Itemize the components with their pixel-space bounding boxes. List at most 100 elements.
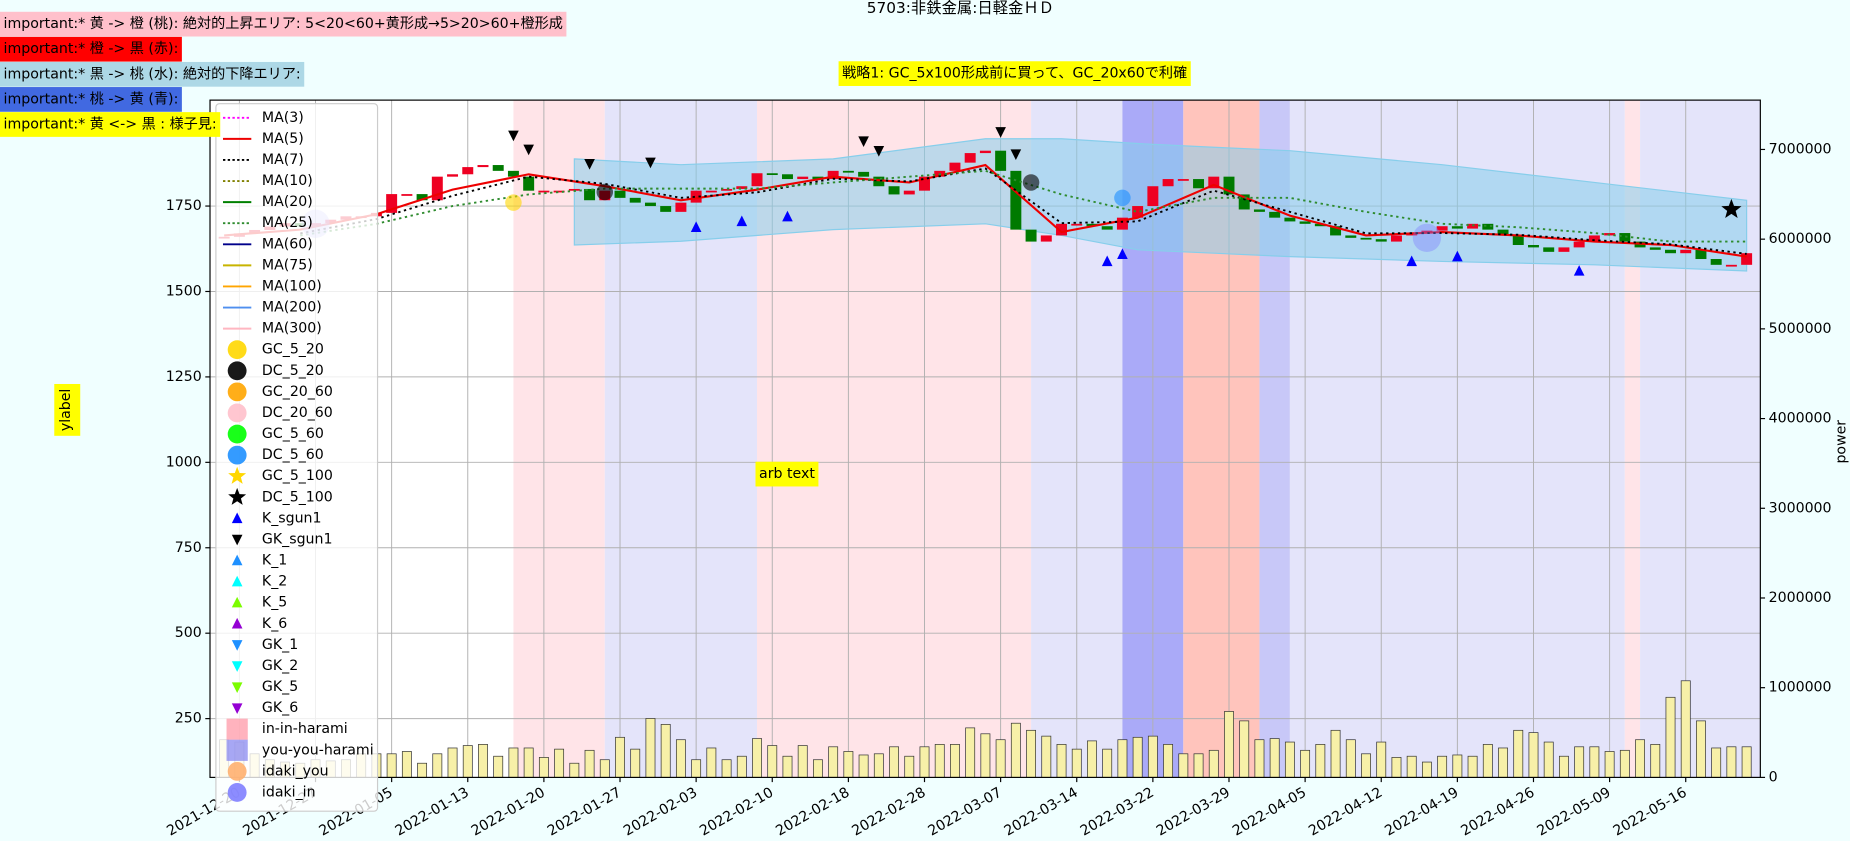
marker	[1452, 250, 1463, 262]
legend-marker	[231, 575, 243, 587]
volume-bar	[432, 753, 443, 778]
y2-tick-label: 5000000	[1769, 321, 1832, 337]
candle-body	[797, 176, 809, 180]
candle-body	[919, 176, 930, 191]
volume-bar	[1163, 744, 1174, 778]
volume-bar	[1315, 744, 1326, 778]
candle-body	[721, 188, 733, 191]
candle-body	[1451, 226, 1463, 229]
volume-bar	[508, 747, 519, 778]
legend-marker	[227, 424, 247, 444]
annotation: important:* 桃 -> 黄 (青):	[4, 90, 179, 107]
legend-label: idaki_in	[262, 784, 316, 800]
legend-label: K_1	[262, 553, 287, 569]
annotation-box	[0, 87, 182, 112]
legend-label: MA(75)	[262, 257, 313, 273]
candle-body	[979, 150, 991, 154]
candle-body	[1056, 223, 1068, 236]
legend-marker	[227, 761, 247, 781]
legend-marker	[231, 703, 243, 715]
candle-body	[842, 170, 854, 173]
volume-bar	[873, 753, 884, 778]
candle-body	[1177, 179, 1189, 181]
legend-label: MA(7)	[262, 152, 304, 168]
legend-label: DC_5_100	[262, 489, 333, 505]
candle-body	[751, 173, 763, 187]
candle-body	[1040, 235, 1052, 242]
volume-bar	[615, 736, 625, 778]
volume-bar	[599, 759, 610, 778]
legend-marker	[228, 466, 247, 484]
volume-bar	[1665, 696, 1676, 778]
volume-bar	[919, 746, 930, 778]
legend-label: you-you-harami	[262, 742, 374, 758]
candle-body	[964, 153, 976, 163]
legend-marker	[231, 554, 243, 566]
volume-bar	[1269, 738, 1280, 778]
volume-bar	[478, 744, 488, 778]
y2-tick-label: 0	[1769, 769, 1778, 785]
y2-tick-label: 3000000	[1769, 500, 1832, 516]
volume-bar	[630, 748, 641, 778]
candle-body	[1497, 229, 1509, 236]
candle-body	[766, 173, 778, 176]
volume-bar	[965, 727, 976, 778]
candle-body	[1710, 259, 1722, 265]
volume-bar	[645, 718, 656, 778]
annotation-box	[0, 61, 305, 87]
legend-label: GK_sgun1	[262, 531, 333, 547]
annotation-box	[755, 461, 819, 487]
annotation: important:* 橙 -> 黒 (赤):	[4, 41, 179, 57]
candle-body	[629, 197, 641, 203]
candle-body	[1223, 176, 1235, 195]
legend-label: MA(20)	[262, 194, 313, 210]
candle-body	[1680, 249, 1692, 254]
candle-body	[1543, 247, 1555, 252]
volume-bar	[934, 744, 945, 778]
candle-body	[827, 170, 839, 180]
marker	[1010, 149, 1022, 160]
legend-marker	[227, 445, 247, 465]
candle-body	[1025, 229, 1037, 242]
candle-body	[1314, 223, 1326, 227]
legend-marker	[227, 783, 247, 802]
volume-bar	[1010, 722, 1021, 778]
volume-bar	[904, 755, 915, 778]
volume-bar	[1026, 729, 1036, 778]
legend-label: GC_5_20	[262, 342, 324, 358]
legend-label: GK_6	[262, 700, 298, 716]
legend-label: MA(60)	[262, 236, 313, 252]
annotation: 戦略1: GC_5x100形成前に買って、GC_20x60で利確	[842, 65, 1187, 82]
legend-label: K_sgun1	[262, 510, 322, 526]
volume-bar	[584, 749, 595, 778]
y2-axis-label: power	[1834, 420, 1850, 464]
annotation: important:* 黒 -> 桃 (水): 絶対的下降エリア:	[4, 65, 301, 82]
candle-body	[1528, 245, 1539, 248]
legend-label: GK_2	[262, 658, 298, 674]
legend-marker	[227, 382, 247, 402]
candle-body	[1573, 241, 1585, 248]
annotation: arb text	[759, 466, 815, 482]
volume-bar	[1071, 748, 1082, 778]
legend-marker	[228, 487, 247, 505]
candle-body	[888, 186, 900, 195]
marker	[645, 157, 656, 169]
marker	[1412, 223, 1442, 252]
candle-body	[1193, 179, 1205, 189]
legend-label: MA(300)	[262, 321, 322, 337]
legend-label: DC_5_20	[262, 363, 324, 379]
candle-body	[1467, 223, 1479, 229]
volume-bar	[858, 754, 869, 778]
bollinger-band	[573, 138, 1748, 272]
volume-bar	[1711, 747, 1722, 778]
candle-body	[644, 202, 656, 207]
legend: MA(3) MA(5) MA(7) MA(10) MA(20) MA(25) MA(60) M…	[215, 103, 379, 812]
candle-body	[538, 190, 550, 193]
volume-bar	[1559, 755, 1569, 778]
candle-body	[1558, 247, 1570, 252]
candle-body	[949, 162, 961, 171]
volume-bar	[1224, 711, 1234, 778]
legend-marker	[231, 682, 243, 693]
shaded-span	[1624, 100, 1641, 778]
annotation-box	[0, 36, 182, 62]
